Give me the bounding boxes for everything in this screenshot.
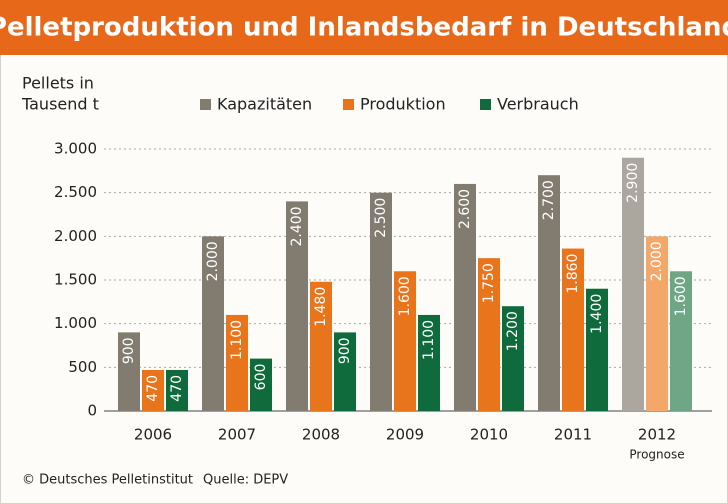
copyright: © Deutsches Pelletinstitut — [22, 473, 193, 488]
value-label: 2.500 — [373, 198, 389, 238]
y-tick-label: 1.500 — [54, 271, 97, 289]
value-label: 2.000 — [205, 241, 221, 281]
bar — [454, 183, 476, 411]
value-label: 1.750 — [481, 263, 497, 303]
legend-label: Verbrauch — [497, 95, 579, 114]
value-label: 470 — [145, 375, 161, 402]
value-label: 2.000 — [649, 241, 665, 281]
bar — [586, 288, 608, 411]
chart-title: Pelletproduktion und Inlandsbedarf in De… — [0, 13, 728, 43]
y-axis-label: Pellets in — [22, 74, 94, 93]
value-label: 1.400 — [589, 294, 605, 334]
bar — [418, 314, 440, 411]
bar — [370, 192, 392, 411]
bar — [646, 236, 668, 411]
value-label: 1.480 — [313, 287, 329, 327]
y-tick-label: 0 — [87, 402, 97, 420]
bar — [310, 281, 332, 411]
value-label: 1.100 — [421, 320, 437, 360]
y-tick-label: 3.000 — [54, 140, 97, 158]
bar — [118, 332, 140, 411]
value-label: 1.860 — [565, 254, 581, 294]
value-label: 1.200 — [505, 311, 521, 351]
x-tick-label: 2007 — [218, 426, 256, 444]
bar — [250, 358, 272, 411]
legend-label: Kapazitäten — [217, 95, 312, 114]
bar — [538, 175, 560, 411]
bar — [202, 236, 224, 411]
value-label: 1.600 — [673, 276, 689, 316]
value-label: 2.700 — [541, 180, 557, 220]
bar — [478, 258, 500, 411]
x-tick-label: 2009 — [386, 426, 424, 444]
legend-swatch — [343, 99, 354, 110]
bar — [502, 306, 524, 411]
value-label: 2.600 — [457, 189, 473, 229]
legend-swatch — [200, 99, 211, 110]
value-label: 900 — [337, 337, 353, 364]
value-label: 1.100 — [229, 320, 245, 360]
x-tick-label: 2008 — [302, 426, 340, 444]
y-tick-label: 1.000 — [54, 314, 97, 332]
value-label: 470 — [169, 375, 185, 402]
bar — [622, 157, 644, 411]
value-label: 900 — [121, 337, 137, 364]
y-tick-label: 2.000 — [54, 227, 97, 245]
source: Quelle: DEPV — [203, 473, 288, 488]
bar — [166, 369, 188, 411]
x-tick-sublabel: Prognose — [629, 448, 684, 462]
bar — [226, 314, 248, 411]
bar — [286, 201, 308, 411]
x-tick-label: 2011 — [554, 426, 592, 444]
title-bar — [0, 0, 728, 55]
x-tick-label: 2010 — [470, 426, 508, 444]
value-label: 1.600 — [397, 276, 413, 316]
bar — [562, 248, 584, 411]
bar — [334, 332, 356, 411]
value-label: 2.900 — [625, 163, 641, 203]
x-tick-label: 2012 — [638, 426, 676, 444]
x-tick-label: 2006 — [134, 426, 172, 444]
legend-label: Produktion — [360, 95, 446, 114]
y-tick-label: 2.500 — [54, 183, 97, 201]
bar — [142, 369, 164, 411]
value-label: 600 — [253, 364, 269, 391]
bar — [670, 271, 692, 411]
value-label: 2.400 — [289, 206, 305, 246]
y-axis-label: Tausend t — [21, 95, 99, 114]
legend-swatch — [480, 99, 491, 110]
y-tick-label: 500 — [68, 358, 97, 376]
bar — [394, 271, 416, 411]
